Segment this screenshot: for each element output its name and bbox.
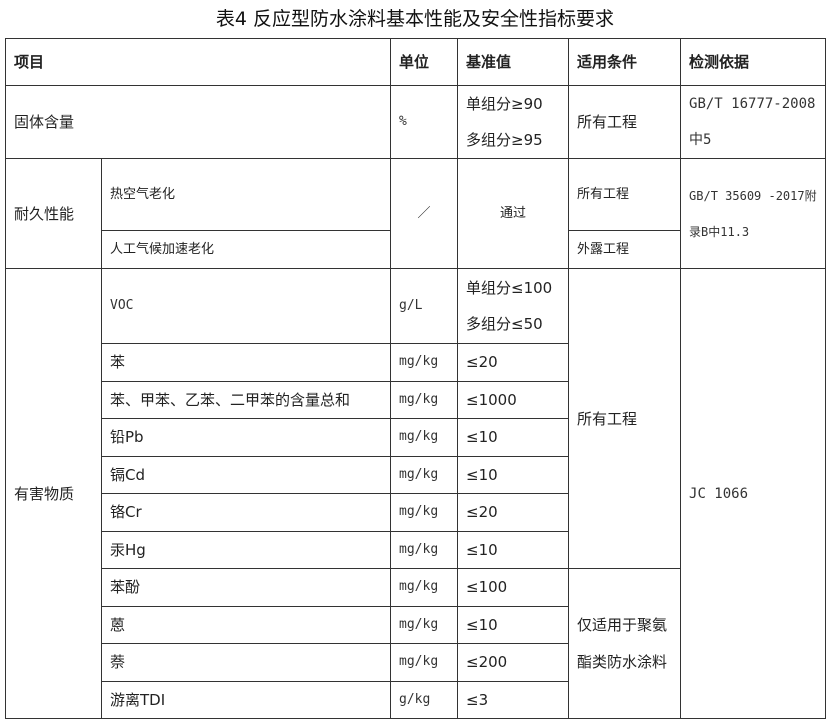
value-cell: ≤20	[457, 343, 570, 382]
value-line: 多组分≥95	[466, 131, 543, 149]
unit-cell: mg/kg	[390, 418, 459, 457]
item-cell: 固体含量	[4, 85, 392, 159]
condition-cell: 所有工程	[568, 158, 682, 231]
value-cell: ≤3	[457, 680, 570, 719]
standard-cell: JC 1066	[680, 268, 827, 719]
condition-cell: 外露工程	[568, 230, 682, 269]
table-row: 人工气候加速老化 外露工程	[6, 230, 826, 269]
item-cell: 有害物质	[5, 268, 102, 719]
unit-cell: mg/kg	[390, 605, 459, 644]
value-cell: 通过	[457, 158, 570, 269]
condition-cell: 所有工程	[568, 85, 682, 159]
value-line: 单组分≥90	[466, 95, 543, 113]
table-row: 蒽 mg/kg ≤10	[6, 605, 826, 644]
table-row: 苯酚 mg/kg ≤100 仅适用于聚氨酯类防水涂料	[6, 568, 826, 719]
header-unit: 单位	[390, 38, 459, 86]
table-row: 铅Pb mg/kg ≤10	[6, 418, 826, 457]
value-cell: ≤10	[457, 530, 570, 569]
table-title: 表4 反应型防水涂料基本性能及安全性指标要求	[215, 8, 615, 30]
unit-cell: %	[390, 85, 459, 159]
unit-cell: mg/kg	[390, 455, 459, 494]
subitem-cell: 汞Hg	[100, 530, 392, 569]
unit-cell: mg/kg	[390, 380, 459, 419]
unit-cell: mg/kg	[390, 568, 459, 607]
subitem-cell: 萘	[100, 643, 392, 682]
subitem-cell: VOC	[100, 268, 392, 344]
table-row: 铬Cr mg/kg ≤20	[6, 493, 826, 532]
subitem-cell: 铬Cr	[100, 493, 392, 532]
condition-cell: 所有工程	[568, 268, 682, 569]
subitem-cell: 热空气老化	[100, 158, 392, 231]
subitem-cell: 蒽	[100, 605, 392, 644]
unit-cell: mg/kg	[390, 343, 459, 382]
subitem-cell: 铅Pb	[100, 418, 392, 457]
subitem-cell: 人工气候加速老化	[100, 230, 392, 269]
table-row: 苯、甲苯、乙苯、二甲苯的含量总和 mg/kg ≤1000	[6, 380, 826, 419]
subitem-cell: 苯	[100, 343, 392, 382]
value-cell: ≤10	[457, 605, 570, 644]
header-row: 项目 单位 基准值 适用条件 检测依据	[4, 38, 827, 86]
subitem-cell: 苯、甲苯、乙苯、二甲苯的含量总和	[100, 380, 392, 419]
table-row: 镉Cd mg/kg ≤10	[6, 455, 826, 494]
table-row: 固体含量 % 单组分≥90 多组分≥95 所有工程 GB/T 16777-2008…	[4, 85, 827, 159]
header-item: 项目	[4, 38, 392, 86]
subitem-cell: 苯酚	[100, 568, 392, 607]
subitem-cell: 游离TDI	[100, 680, 392, 719]
standard-cell: GB/T 35609 -2017附录B中11.3	[680, 158, 827, 269]
spec-table: 项目 单位 基准值 适用条件 检测依据 固体含量 % 单组分≥90 多组分≥95 …	[4, 38, 827, 719]
unit-cell: g/L	[390, 268, 459, 344]
header-value: 基准值	[457, 38, 570, 86]
value-cell: ≤20	[457, 493, 570, 532]
value-cell: ≤200	[457, 643, 570, 682]
table-row: 汞Hg mg/kg ≤10	[6, 530, 826, 569]
table-row: 游离TDI g/kg ≤3	[6, 680, 826, 719]
subitem-cell: 镉Cd	[100, 455, 392, 494]
value-cell: 单组分≥90 多组分≥95	[457, 85, 570, 159]
value-cell: ≤1000	[457, 380, 570, 419]
value-line: 多组分≤50	[466, 315, 543, 333]
item-cell: 耐久性能	[5, 158, 102, 269]
table-row: 耐久性能 热空气老化 ／ 通过 所有工程 GB/T 35609 -2017附录B…	[5, 158, 827, 269]
header-standard: 检测依据	[680, 38, 827, 86]
value-cell: ≤10	[457, 455, 570, 494]
table-row: 有害物质 VOC g/L 单组分≤100 多组分≤50 所有工程 JC 1066	[5, 268, 827, 719]
value-line: 单组分≤100	[466, 279, 553, 297]
header-condition: 适用条件	[568, 38, 682, 86]
unit-cell: g/kg	[390, 680, 459, 719]
unit-cell: mg/kg	[390, 643, 459, 682]
unit-cell: mg/kg	[390, 530, 459, 569]
unit-cell: mg/kg	[390, 493, 459, 532]
unit-cell: ／	[390, 158, 459, 269]
standard-cell: GB/T 16777-2008中5	[680, 85, 827, 159]
value-cell: 单组分≤100 多组分≤50	[457, 268, 570, 344]
value-cell: ≤10	[457, 418, 570, 457]
condition-cell: 仅适用于聚氨酯类防水涂料	[568, 568, 682, 719]
value-cell: ≤100	[457, 568, 570, 607]
